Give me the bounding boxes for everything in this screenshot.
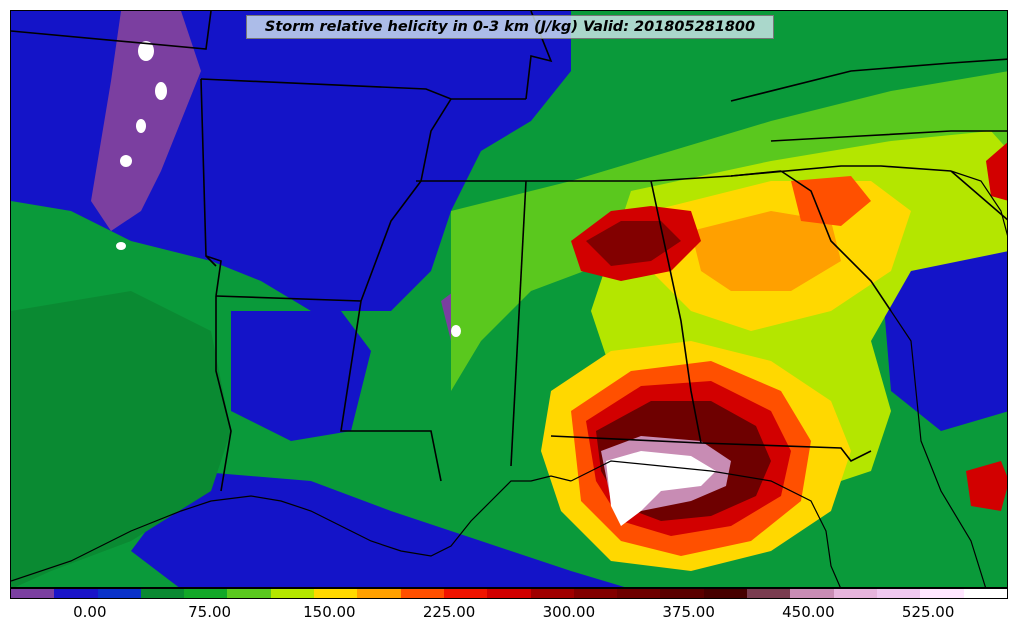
colorbar-segment [314, 589, 358, 598]
boundary-ok-ar [205, 255, 222, 297]
field-orange-ga [691, 211, 841, 291]
colorbar-tick-label: 450.00 [782, 603, 835, 621]
colorbar-tick-label: 0.00 [73, 603, 107, 621]
colorbar-segment [270, 589, 315, 598]
field-red-se [966, 461, 1007, 511]
colorbar-segment [54, 589, 98, 598]
boundary-nc-ga [950, 170, 1007, 221]
colorbar-segment [487, 589, 531, 598]
colorbar [10, 588, 1008, 599]
boundary-nc-sc [730, 165, 952, 177]
colorbar-segment [920, 589, 964, 598]
boundary-tx-la [215, 296, 232, 492]
map-title: Storm relative helicity in 0-3 km (J/kg)… [246, 15, 774, 39]
boundary-north-line [11, 11, 212, 50]
colorbar-tick-label: 300.00 [542, 603, 596, 621]
field-darkred-al [586, 221, 681, 266]
coast-nc [950, 170, 1007, 236]
field-white-storm [606, 451, 716, 526]
colorbar-segment [443, 589, 488, 598]
colorbar-segment [660, 589, 704, 598]
map-panel [10, 10, 1008, 588]
field-blue-central [231, 311, 371, 441]
colorbar-segment [833, 589, 877, 598]
boundary-va-north [730, 58, 1007, 102]
colorbar-segment [747, 589, 791, 598]
field-blue-gulf [131, 471, 625, 587]
boundary-al-ga [650, 180, 702, 444]
colorbar-segment [227, 589, 271, 598]
colorbar-segment [963, 589, 1007, 598]
colorbar-tick-label: 225.00 [422, 603, 476, 621]
colorbar-tick-label: 75.00 [188, 603, 232, 621]
colorbar-segment [97, 589, 141, 598]
field-white-specks [116, 41, 461, 337]
colorbar-tick-label: 150.00 [303, 603, 356, 621]
colorbar-tick-label: 375.00 [662, 603, 715, 621]
boundary-ar-ms-river [360, 98, 452, 302]
colorbar-segment [11, 589, 55, 598]
boundary-nc-va [770, 130, 1007, 142]
boundary-ms-al [510, 180, 527, 467]
colorbar-segment [530, 589, 574, 598]
colorbar-segment [876, 589, 921, 598]
coast-florida [570, 460, 841, 587]
field-orange-sc [791, 176, 871, 226]
colorbar-tick-label: 525.00 [901, 603, 955, 621]
field-red-ne [986, 142, 1007, 201]
colorbar-segment [184, 589, 228, 598]
colorbar-segment [790, 589, 834, 598]
boundary-la-ms [340, 300, 442, 482]
field-purple-west [91, 11, 201, 231]
coast-texas [11, 475, 572, 582]
coast-atlantic [890, 310, 987, 587]
boundary-ks-ok [200, 78, 526, 100]
boundary-al-fl [550, 435, 872, 463]
state-boundaries [11, 11, 1007, 492]
boundary-ga-sc [780, 170, 892, 312]
field-blue-east [881, 251, 1007, 431]
field-green-sw [11, 291, 231, 587]
colorbar-segment [703, 589, 748, 598]
colorbar-segment [617, 589, 661, 598]
colorbar-segment [357, 589, 401, 598]
helicity-map [11, 11, 1007, 587]
coastlines [11, 170, 1007, 587]
colorbar-segment [573, 589, 618, 598]
colorbar-segment [140, 589, 185, 598]
boundary-ar-la [215, 295, 362, 302]
colorbar-segment [400, 589, 444, 598]
